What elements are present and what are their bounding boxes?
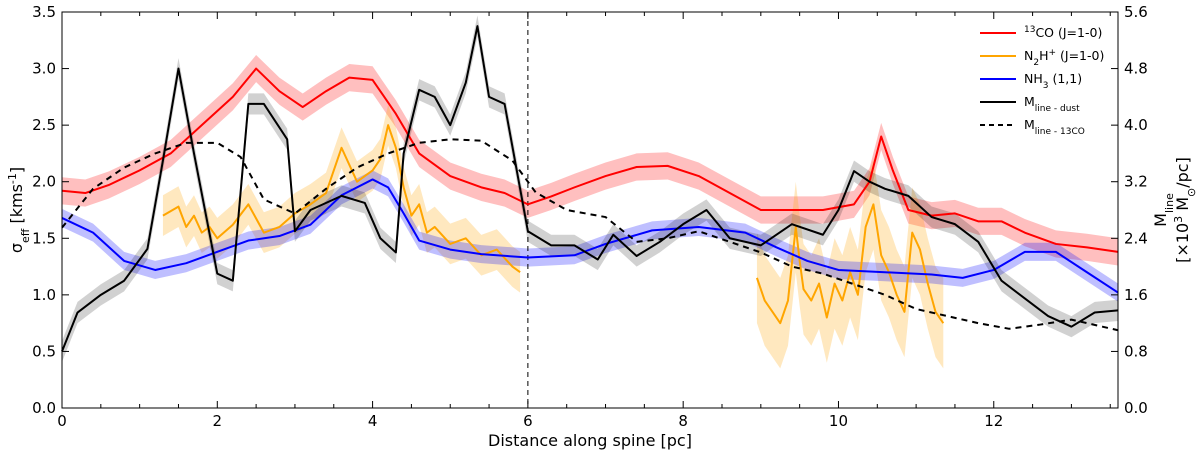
x-tick-label: 4 [368, 412, 378, 430]
y-right-tick-label: 1.6 [1124, 286, 1148, 304]
legend-item-mdust: Mline - dust [980, 94, 1080, 114]
x-tick-label: 8 [678, 412, 688, 430]
legend-label-nh3: NH3 (1,1) [1024, 71, 1082, 91]
band-n2h-j-1-0-segment-2 [756, 159, 944, 369]
legend-item-13co: 13CO (J=1-0) [980, 25, 1102, 40]
legend-label-13co: 13CO (J=1-0) [1024, 25, 1102, 40]
y-left-tick-label: 0.5 [32, 342, 56, 360]
y-right-tick-label: 4.0 [1124, 116, 1148, 134]
y-axis-right-title: Mline [1151, 193, 1176, 227]
series-line-nh3-1-1 [61, 178, 1119, 294]
x-axis-title: Distance along spine [pc] [488, 431, 692, 450]
y-right-tick-label: 2.4 [1124, 229, 1148, 247]
series-line-13co-j-1-0 [61, 67, 1119, 253]
y-axis-right-unit: [×103 M⊙/pc] [1172, 157, 1198, 263]
y-right-tick-label: 5.6 [1124, 3, 1148, 21]
y-right-tick-label: 3.2 [1124, 173, 1148, 191]
legend-item-m13co: Mline - 13CO [980, 117, 1085, 137]
y-left-tick-label: 3.5 [32, 3, 56, 21]
tick-labels: 0 2 4 6 8 10 12 0.0 0.5 1.0 1.5 2.0 2.5 3.0 3.5 0.0 0.8 1… [32, 3, 1148, 430]
legend: 13CO (J=1-0) N2H+ (J=1-0) NH3 (1,1) Mlin… [980, 25, 1104, 137]
x-tick-label: 6 [523, 412, 533, 430]
band-n2h-j-1-0-segment-1 [162, 104, 521, 293]
x-tick-label: 12 [984, 412, 1003, 430]
y-left-tick-label: 1.0 [32, 286, 56, 304]
legend-item-n2h: N2H+ (J=1-0) [980, 48, 1104, 68]
y-left-tick-label: 3.0 [32, 60, 56, 78]
x-tick-label: 0 [57, 412, 67, 430]
y-right-tick-label: 0.8 [1124, 342, 1148, 360]
y-right-tick-label: 0.0 [1124, 399, 1148, 417]
series-line-n2h-j-1-0-segment-1 [162, 124, 521, 274]
y-left-tick-label: 2.5 [32, 116, 56, 134]
band-13co-j-1-0 [62, 54, 1118, 266]
y-axis-left-title: σeff [kms-1] [6, 167, 32, 253]
y-left-tick-label: 2.0 [32, 173, 56, 191]
y-left-tick-label: 0.0 [32, 399, 56, 417]
legend-label-m13co: Mline - 13CO [1024, 117, 1085, 137]
legend-label-mdust: Mline - dust [1024, 94, 1080, 114]
series-line-m-line-dust [61, 25, 1119, 352]
y-left-tick-label: 1.5 [32, 229, 56, 247]
series-line-m-line-13co [61, 138, 1119, 332]
y-right-tick-label: 4.8 [1124, 60, 1148, 78]
series-lines [61, 25, 1119, 352]
x-tick-label: 10 [829, 412, 848, 430]
plot-frame [61, 11, 1119, 409]
series-line-n2h-j-1-0-segment-2 [755, 203, 945, 325]
x-tick-label: 2 [213, 412, 223, 430]
legend-item-nh3: NH3 (1,1) [980, 71, 1082, 91]
legend-label-n2h: N2H+ (J=1-0) [1024, 48, 1104, 68]
axis-ticks [61, 11, 1118, 409]
band-m-line-dust [62, 15, 1118, 363]
